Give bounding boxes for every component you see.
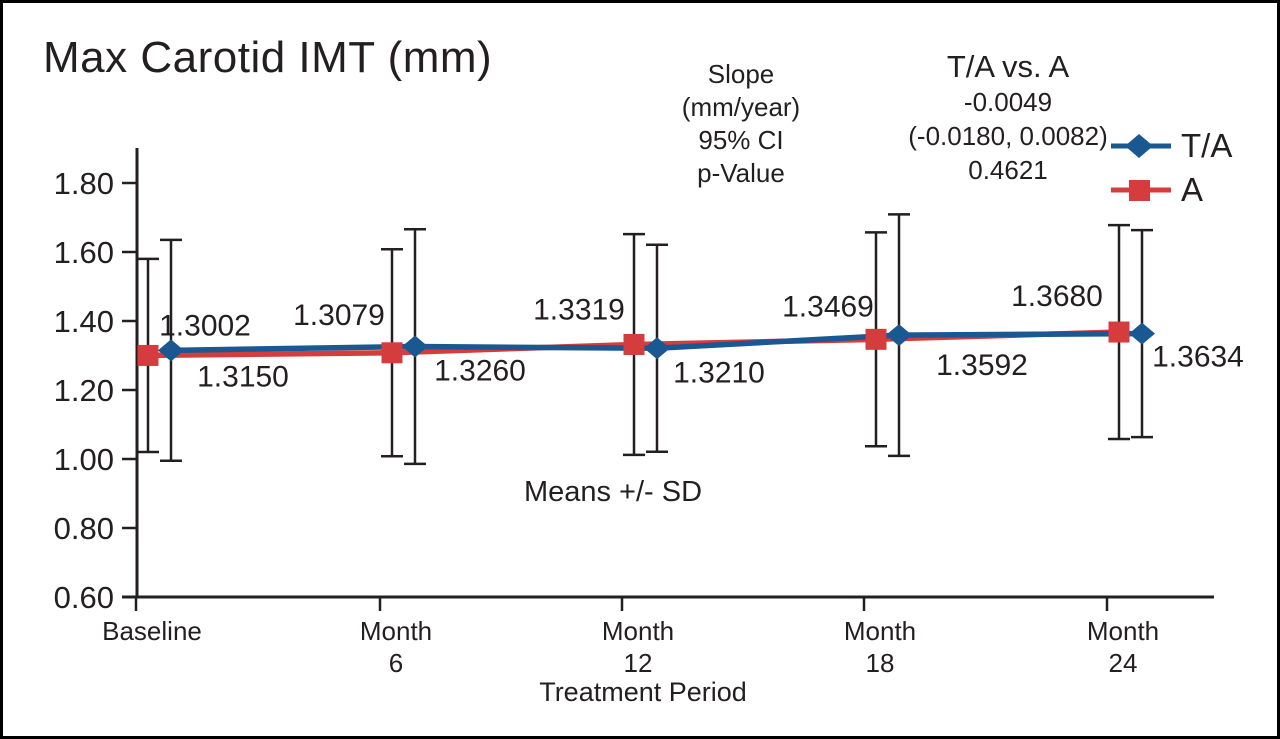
data-point-label: 1.3079 (293, 299, 385, 332)
y-tick-label: 1.00 (54, 442, 114, 477)
stats-label-pvalue: p-Value (697, 158, 785, 188)
legend-label-ta: T/A (1181, 127, 1233, 164)
chart-title: Max Carotid IMT (mm) (43, 33, 493, 82)
legend-entry-a: A (1109, 171, 1232, 209)
stats-label-units: (mm/year) (681, 92, 801, 122)
data-point-marker-ta (644, 337, 670, 360)
x-tick-label: 18 (866, 648, 895, 678)
x-tick-label: Month (360, 616, 432, 646)
x-tick-label: Month (844, 616, 916, 646)
stats-label-slope: Slope (707, 59, 775, 89)
x-tick-label: Baseline (102, 616, 202, 646)
y-tick-label: 0.80 (54, 511, 114, 546)
means-sd-note: Means +/- SD (523, 476, 703, 508)
stats-pvalue-value: 0.4621 (968, 155, 1048, 185)
data-point-label: 1.3210 (673, 356, 765, 389)
data-point-label: 1.3634 (1152, 341, 1244, 374)
data-point-marker-a (623, 333, 645, 355)
data-point-label: 1.3592 (936, 349, 1028, 382)
data-point-marker-ta (402, 335, 428, 358)
x-axis-title: Treatment Period (539, 677, 747, 707)
legend-diamond-marker-icon (1111, 134, 1171, 158)
y-tick-label: 1.60 (54, 235, 114, 270)
legend-square-marker-icon (1111, 180, 1171, 201)
stats-ci-value: (-0.0180, 0.0082) (908, 121, 1108, 151)
legend-entry-ta: T/A (1109, 127, 1232, 165)
stats-label-ci: 95% CI (698, 125, 784, 155)
data-point-marker-a (865, 328, 887, 350)
data-point-marker-ta (1129, 322, 1155, 345)
stats-comparison-header: T/A vs. A (946, 49, 1070, 84)
data-point-marker-a (1108, 321, 1130, 343)
x-tick-label: Month (1087, 616, 1159, 646)
data-point-marker-a (381, 342, 403, 364)
data-point-marker-ta (886, 324, 912, 347)
y-tick-label: 1.20 (54, 373, 114, 408)
x-tick-label: 12 (624, 648, 653, 678)
legend: T/A A (1109, 127, 1232, 209)
data-point-label: 1.3319 (533, 293, 625, 326)
data-point-label: 1.3680 (1011, 280, 1103, 313)
data-point-label: 1.3002 (159, 309, 251, 342)
data-point-label: 1.3260 (434, 355, 526, 388)
x-tick-label: 24 (1109, 648, 1138, 678)
stats-slope-value: -0.0049 (963, 87, 1053, 117)
data-point-label: 1.3150 (197, 360, 289, 393)
data-point-label: 1.3469 (782, 290, 874, 323)
y-tick-label: 1.40 (54, 304, 114, 339)
x-tick-label: 6 (389, 648, 403, 678)
data-point-marker-ta (158, 339, 184, 362)
y-tick-label: 0.60 (54, 580, 114, 615)
stats-block: Slope (mm/year) 95% CI p-Value T/A vs. A… (651, 49, 1163, 190)
y-tick-label: 1.80 (54, 166, 114, 201)
legend-label-a: A (1181, 171, 1204, 208)
data-point-marker-a (137, 344, 159, 366)
x-tick-label: Month (602, 616, 674, 646)
stats-values: T/A vs. A -0.0049 (-0.0180, 0.0082) 0.46… (853, 49, 1163, 190)
stats-row-labels: Slope (mm/year) 95% CI p-Value (651, 49, 831, 190)
